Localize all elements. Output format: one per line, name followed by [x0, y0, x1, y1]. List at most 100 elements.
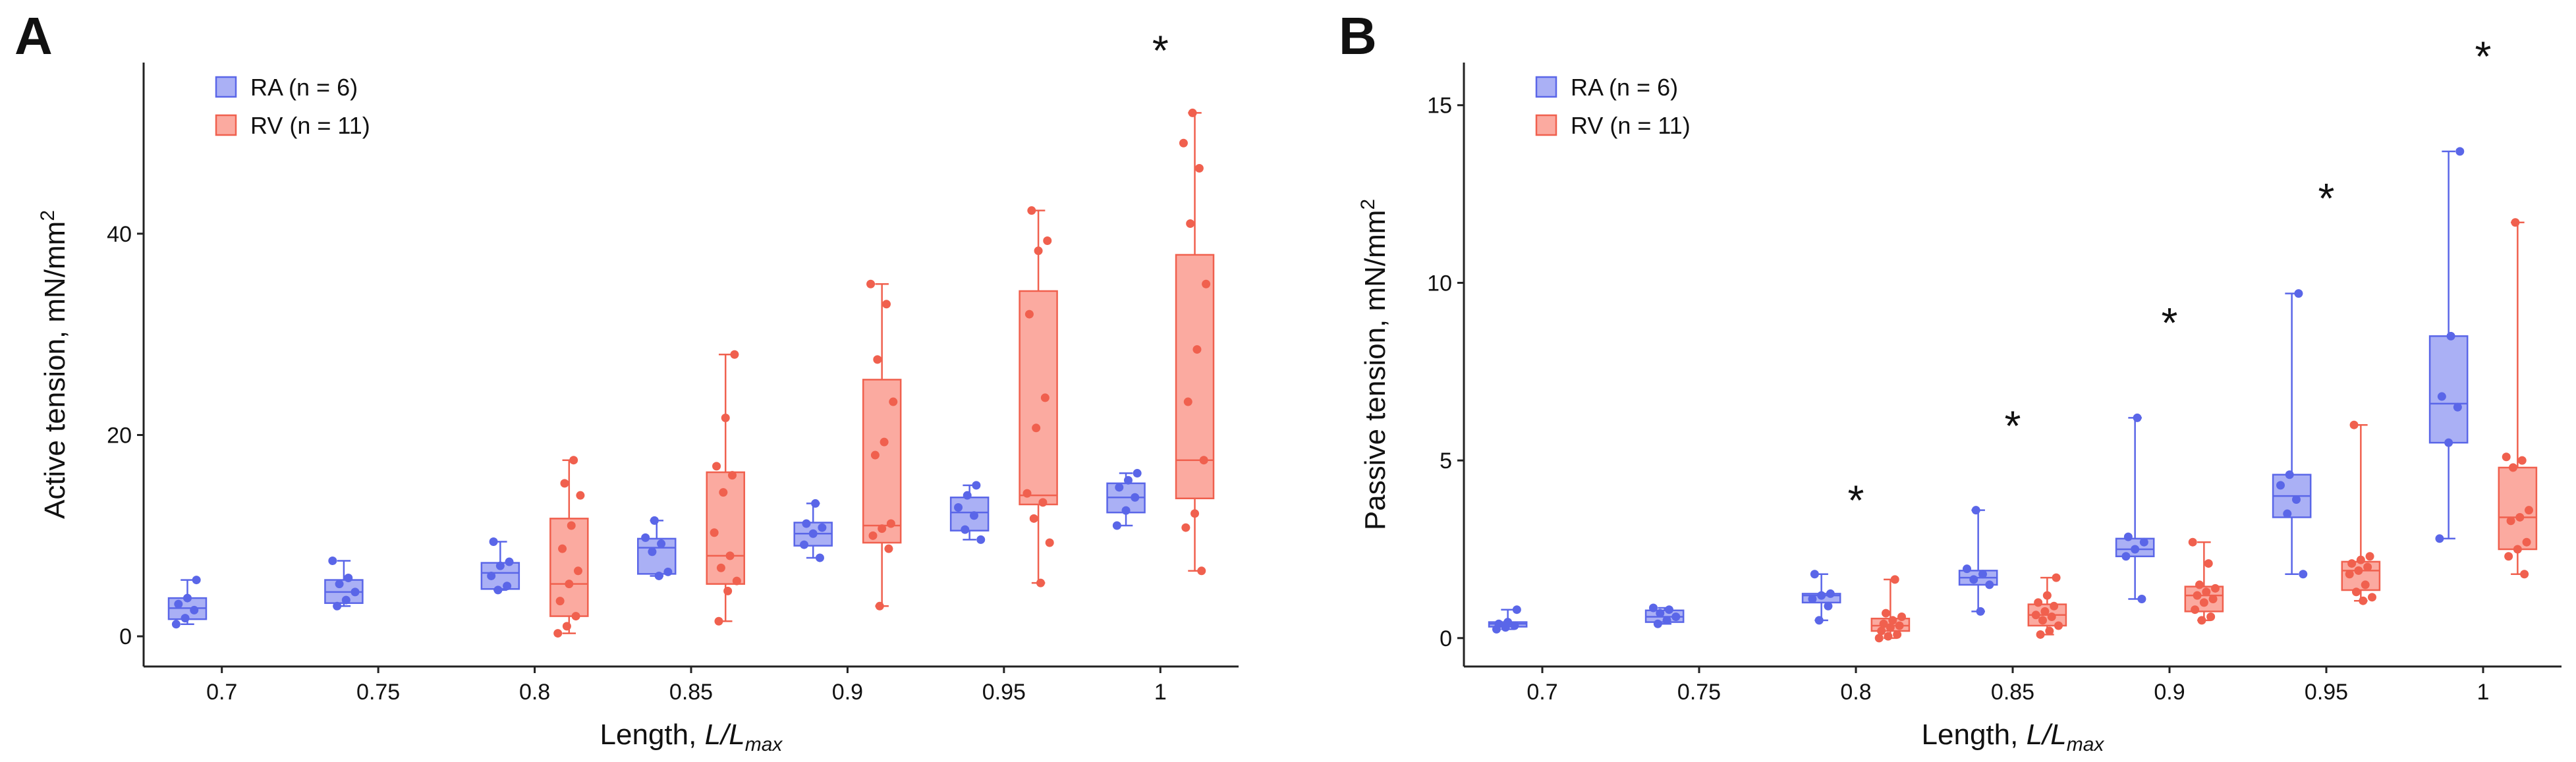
data-point	[1824, 601, 1833, 611]
data-point	[1814, 616, 1824, 625]
data-point	[505, 557, 514, 566]
panel-a-plot: 0 20 40 0.7 0.75 0.8 0.85 0.9 0.95 1 * RA (n = 6) RV…	[37, 26, 1239, 755]
data-point	[1895, 621, 1904, 630]
data-point	[884, 544, 893, 553]
data-point	[2204, 559, 2213, 568]
data-point	[730, 350, 739, 359]
data-point	[495, 561, 505, 570]
significance-marker: *	[2005, 402, 2021, 449]
box-ra	[1488, 605, 1528, 634]
box-iqr	[1019, 290, 1058, 506]
data-point	[712, 462, 721, 471]
data-point	[2133, 413, 2142, 422]
data-point	[2054, 621, 2063, 630]
data-point	[2504, 552, 2513, 561]
x-axis-title-sub: max	[2067, 734, 2105, 755]
box-rv	[2027, 573, 2067, 639]
data-point	[723, 586, 733, 595]
data-point	[2347, 559, 2357, 568]
data-point	[2361, 580, 2370, 589]
significance-marker: *	[2162, 299, 2178, 346]
data-point	[1115, 483, 1124, 492]
data-point	[2036, 630, 2045, 639]
data-point	[2294, 289, 2303, 298]
data-point	[1877, 626, 1886, 636]
y-axis-title-sup: 2	[37, 210, 59, 221]
x-tick-label: 0.85	[669, 680, 713, 705]
data-point	[1190, 509, 1200, 518]
data-point	[1494, 619, 1503, 628]
data-point	[641, 533, 650, 542]
y-axis-title-sup: 2	[1357, 199, 1379, 210]
data-point	[663, 567, 673, 576]
data-point	[2513, 545, 2522, 554]
data-point	[567, 521, 576, 530]
data-point	[2509, 463, 2518, 472]
data-point	[808, 529, 818, 538]
data-point	[1817, 591, 1826, 600]
box-rv	[1019, 206, 1058, 587]
data-point	[1186, 219, 1195, 229]
x-axis-title: Length, L/Lmax	[1922, 719, 2105, 755]
panel-a-letter: A	[14, 7, 53, 65]
data-point	[1512, 605, 1521, 614]
data-point	[2511, 218, 2520, 227]
data-point	[2034, 598, 2043, 607]
data-point	[2197, 616, 2206, 625]
x-axis-title-italic: L/L	[705, 719, 745, 751]
data-point	[1884, 632, 1893, 641]
box-rv	[1870, 575, 1911, 643]
data-point	[972, 481, 981, 490]
x-tick-label: 0.7	[206, 680, 237, 705]
data-point	[1664, 605, 1673, 614]
data-point	[1038, 498, 1048, 507]
data-point	[576, 491, 585, 500]
legend-swatch	[215, 114, 237, 136]
significance-marker: *	[1152, 26, 1169, 74]
box-iqr	[1175, 254, 1215, 500]
data-point	[1202, 279, 1211, 288]
data-point	[333, 601, 342, 611]
y-axis-title: Passive tension, mN/mm2	[1357, 199, 1391, 530]
data-point	[1985, 580, 1994, 589]
data-point	[1181, 523, 1190, 532]
data-point	[2444, 438, 2453, 447]
y-axis-title-text: Passive tension, mN/mm	[1359, 210, 1391, 531]
box-rv	[2498, 218, 2538, 579]
legend-swatch	[215, 76, 237, 98]
data-point	[1649, 603, 1658, 612]
data-point	[1810, 570, 1819, 579]
data-point	[2031, 611, 2040, 620]
data-point	[2131, 545, 2140, 554]
y-tick-label: 15	[1427, 94, 1452, 119]
data-point	[2193, 591, 2202, 600]
data-point	[2283, 509, 2292, 518]
data-point	[2206, 612, 2216, 621]
data-point	[1192, 345, 1202, 354]
data-point	[2363, 562, 2372, 572]
data-point	[2502, 452, 2511, 462]
data-point	[2453, 402, 2462, 412]
data-point	[192, 576, 201, 585]
data-point	[2515, 512, 2525, 522]
box-ra	[2272, 289, 2312, 579]
data-point	[569, 456, 578, 465]
y-tick-label: 5	[1440, 449, 1452, 474]
x-axis-title-italic: L/L	[2027, 719, 2067, 751]
box-ra	[480, 537, 520, 595]
data-point	[2446, 331, 2455, 340]
x-tick-label: 0.75	[356, 680, 400, 705]
data-point	[2356, 555, 2365, 564]
data-point	[1183, 397, 1192, 406]
data-point	[1032, 423, 1041, 433]
data-point	[969, 511, 978, 520]
data-point	[1978, 570, 1987, 579]
data-point	[719, 488, 728, 497]
box-ra	[1958, 506, 1998, 616]
data-point	[1656, 609, 1665, 618]
data-point	[2210, 584, 2220, 593]
box-ra	[167, 576, 208, 629]
data-point	[2359, 596, 2368, 605]
data-point	[335, 580, 344, 589]
